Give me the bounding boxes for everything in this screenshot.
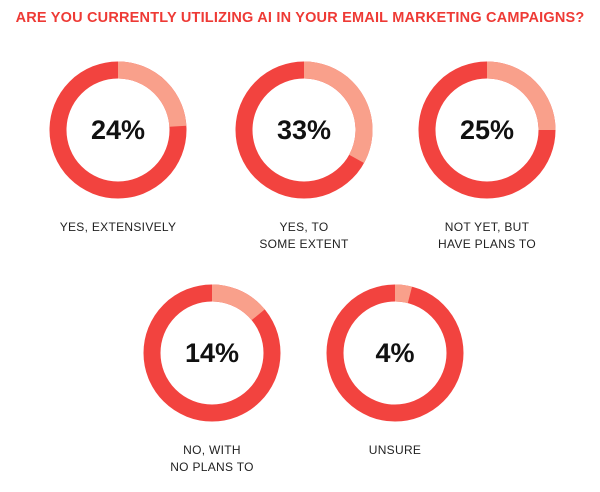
- donut-segment: [394, 284, 413, 304]
- value-label: 33%: [277, 115, 331, 145]
- donut-segment: [303, 61, 373, 163]
- category-label: NOT YET, BUT HAVE PLANS TO: [438, 220, 536, 251]
- category-label: UNSURE: [369, 443, 421, 457]
- value-label: 14%: [185, 338, 239, 368]
- category-label: YES, TO SOME EXTENT: [259, 220, 349, 251]
- category-label: NO, WITH NO PLANS TO: [170, 443, 254, 474]
- donut-segment: [117, 61, 187, 128]
- value-label: 25%: [460, 115, 514, 145]
- donut-segment: [211, 284, 265, 321]
- category-label: YES, EXTENSIVELY: [60, 220, 177, 234]
- chart-title: ARE YOU CURRENTLY UTILIZING AI IN YOUR E…: [16, 10, 585, 26]
- donut-segment: [486, 61, 556, 131]
- value-label: 24%: [91, 115, 145, 145]
- value-label: 4%: [375, 338, 414, 368]
